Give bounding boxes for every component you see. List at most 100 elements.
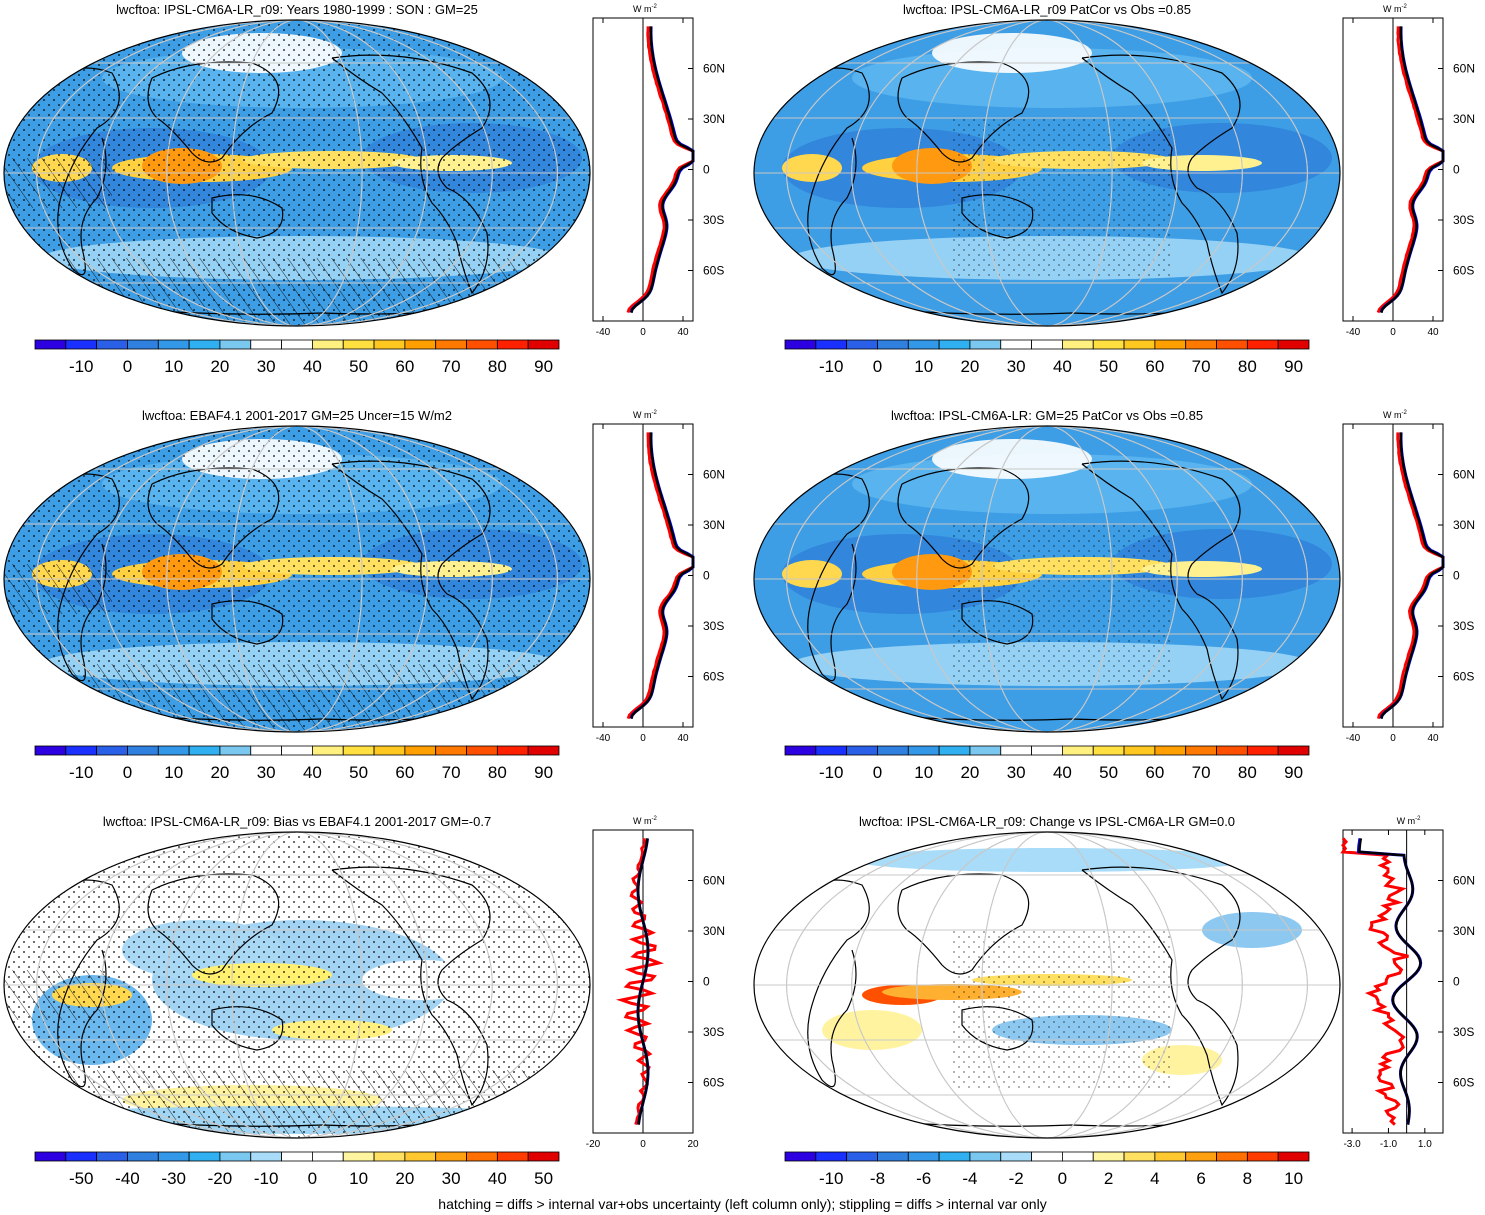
map-title: lwcftoa: IPSL-CM6A-LR_r09: Bias vs EBAF4… (102, 814, 492, 829)
colorbar-label: 50 (1099, 357, 1118, 376)
colorbar-label: 20 (210, 763, 229, 782)
zonal-mean-plot: W m-2 -40 0 40 60N 30N 0 30S 60S (1342, 410, 1475, 744)
world-map (753, 831, 1341, 1139)
latitude-label: 60N (703, 468, 725, 482)
colorbar-label: -4 (962, 1169, 977, 1188)
panel-6: lwcftoa: IPSL-CM6A-LR_r09: Change vs IPS… (750, 812, 1485, 1212)
latitude-label: 60S (1453, 670, 1474, 684)
colorbar-label: 60 (395, 763, 414, 782)
panel-3: lwcftoa: EBAF4.1 2001-2017 GM=25 Uncer=1… (0, 406, 735, 806)
colorbar-label: 10 (914, 763, 933, 782)
colorbar-label: -10 (69, 763, 94, 782)
colorbar-label: 0 (308, 1169, 317, 1188)
colorbar-label: 20 (960, 763, 979, 782)
panel-5: lwcftoa: IPSL-CM6A-LR_r09: Bias vs EBAF4… (0, 812, 735, 1212)
colorbar-label: 50 (534, 1169, 553, 1188)
panel-1: lwcftoa: IPSL-CM6A-LR_r09: Years 1980-19… (0, 0, 735, 400)
panel-2: lwcftoa: IPSL-CM6A-LR_r09 PatCor vs Obs … (750, 0, 1485, 400)
zonal-unit-label: W m-2 (633, 4, 657, 14)
world-map (753, 425, 1341, 733)
zonal-tick-label: 40 (677, 733, 689, 744)
zonal-unit-label: W m-2 (1383, 410, 1407, 420)
latitude-label: 0 (703, 569, 710, 583)
zonal-tick-label: 0 (640, 733, 646, 744)
colorbar-label: -20 (208, 1169, 233, 1188)
colorbar-label: -10 (819, 763, 844, 782)
colorbar-label: 30 (257, 763, 276, 782)
colorbar-label: 70 (1192, 357, 1211, 376)
colorbar-label: 80 (488, 763, 507, 782)
zonal-mean-plot: W m-2 -40 0 40 60N 30N 0 30S 60S (592, 410, 725, 744)
colorbar-label: -10 (254, 1169, 279, 1188)
colorbar-label: 70 (1192, 763, 1211, 782)
colorbar-label: 40 (303, 763, 322, 782)
colorbar-label: 40 (1053, 763, 1072, 782)
colorbar-label: 90 (534, 763, 553, 782)
colorbar-label: 50 (349, 357, 368, 376)
colorbar-label: 30 (257, 357, 276, 376)
colorbar-label: -30 (161, 1169, 186, 1188)
zonal-tick-label: -40 (596, 733, 611, 744)
latitude-label: 30S (1453, 619, 1474, 633)
zonal-tick-label: 0 (640, 327, 646, 338)
zonal-tick-label: 0 (640, 1139, 646, 1150)
latitude-label: 0 (703, 163, 710, 177)
latitude-label: 30N (703, 112, 725, 126)
colorbar-label: 2 (1104, 1169, 1113, 1188)
zonal-tick-label: 1.0 (1418, 1139, 1432, 1150)
colorbar-label: 0 (123, 357, 132, 376)
latitude-label: 60S (703, 1076, 724, 1090)
colorbar-label: 10 (914, 357, 933, 376)
zonal-mean-plot: W m-2 -3.0 -1.0 1.0 60N 30N 0 30S 60S (1340, 816, 1475, 1150)
zonal-unit-label: W m-2 (633, 410, 657, 420)
colorbar-label: 4 (1150, 1169, 1159, 1188)
colorbar-label: 10 (164, 763, 183, 782)
zonal-unit-label: W m-2 (633, 816, 657, 826)
colorbar-label: 40 (1053, 357, 1072, 376)
colorbar-label: 20 (960, 357, 979, 376)
map-title: lwcftoa: IPSL-CM6A-LR_r09: Years 1980-19… (116, 2, 478, 17)
zonal-tick-label: -20 (586, 1139, 601, 1150)
latitude-label: 60N (1453, 468, 1475, 482)
latitude-label: 30N (1453, 924, 1475, 938)
latitude-label: 60S (1453, 1076, 1474, 1090)
colorbar-label: 90 (534, 357, 553, 376)
latitude-label: 0 (1453, 163, 1460, 177)
colorbar-label: 90 (1284, 763, 1303, 782)
zonal-tick-label: -40 (596, 327, 611, 338)
colorbar-label: 0 (1058, 1169, 1067, 1188)
colorbar: -10 0 10 20 30 40 50 60 70 80 90 (784, 339, 1310, 376)
colorbar-label: 20 (210, 357, 229, 376)
latitude-label: 30S (1453, 1025, 1474, 1039)
colorbar-label: 10 (1284, 1169, 1303, 1188)
zonal-mean-plot: W m-2 -40 0 40 60N 30N 0 30S 60S (592, 4, 725, 338)
latitude-label: 30S (1453, 213, 1474, 227)
colorbar-label: 70 (442, 763, 461, 782)
map-title: lwcftoa: IPSL-CM6A-LR_r09: Change vs IPS… (858, 814, 1236, 829)
colorbar-label: 80 (1238, 763, 1257, 782)
zonal-mean-plot: W m-2 -40 0 40 60N 30N 0 30S 60S (1342, 4, 1475, 338)
colorbar: -10 0 10 20 30 40 50 60 70 80 90 (784, 745, 1310, 782)
latitude-label: 30S (703, 213, 724, 227)
zonal-unit-label: W m-2 (1397, 816, 1421, 826)
map-title: lwcftoa: EBAF4.1 2001-2017 GM=25 Uncer=1… (142, 408, 452, 423)
colorbar-label: -10 (819, 357, 844, 376)
world-map (3, 19, 591, 327)
colorbar-label: 60 (395, 357, 414, 376)
world-map (3, 425, 591, 733)
colorbar-label: 60 (1145, 357, 1164, 376)
colorbar-label: -6 (916, 1169, 931, 1188)
latitude-label: 0 (703, 975, 710, 989)
figure-footer: hatching = diffs > internal var+obs unce… (438, 1196, 1047, 1212)
colorbar-label: 0 (123, 763, 132, 782)
colorbar-label: 30 (1007, 763, 1026, 782)
colorbar-label: 50 (349, 763, 368, 782)
colorbar-label: 60 (1145, 763, 1164, 782)
colorbar-label: 90 (1284, 357, 1303, 376)
latitude-label: 30N (703, 518, 725, 532)
latitude-label: 30S (703, 1025, 724, 1039)
colorbar-label: 80 (1238, 357, 1257, 376)
colorbar-label: -8 (870, 1169, 885, 1188)
latitude-label: 60N (1453, 874, 1475, 888)
colorbar-label: 40 (488, 1169, 507, 1188)
